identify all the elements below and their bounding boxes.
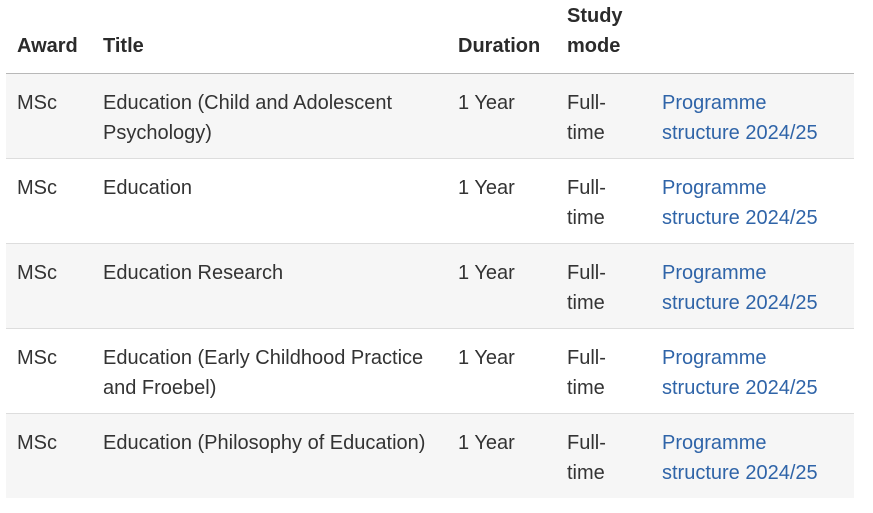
cell-duration: 1 Year <box>458 431 515 454</box>
study-mode-text: Full-time <box>567 346 606 399</box>
study-mode-text: Full-time <box>567 431 606 484</box>
header-link <box>651 0 854 74</box>
table-row: MSc Education (Philosophy of Education) … <box>6 413 854 498</box>
programmes-table: Award Title Duration Study mode MSc Educ… <box>6 0 854 498</box>
cell-study-mode: Full-time <box>556 328 651 414</box>
cell-title: Education Research <box>92 243 447 329</box>
table-row: MSc Education Research 1 Year Full-time … <box>6 243 854 329</box>
header-row: Award Title Duration Study mode <box>6 0 854 74</box>
study-mode-text: Full-time <box>567 176 606 229</box>
cell-duration: 1 Year <box>447 73 556 159</box>
programme-structure-link[interactable]: Programme structure 2024/25 <box>662 431 818 484</box>
cell-title: Education (Child and Adolescent Psycholo… <box>92 73 447 159</box>
cell-study-mode: Full-time <box>556 73 651 159</box>
table-header: Award Title Duration Study mode <box>6 0 854 74</box>
table-row: MSc Education 1 Year Full-time Programme… <box>6 158 854 244</box>
cell-study-mode: Full-time <box>556 158 651 244</box>
header-award: Award <box>6 0 92 74</box>
header-title: Title <box>92 0 447 74</box>
table-row: MSc Education (Early Childhood Practice … <box>6 328 854 414</box>
programme-structure-link[interactable]: Programme structure 2024/25 <box>662 176 818 229</box>
programme-structure-link[interactable]: Programme structure 2024/25 <box>662 346 818 399</box>
study-mode-text: Full-time <box>567 91 606 144</box>
cell-link: Programme structure 2024/25 <box>651 328 854 414</box>
cell-study-mode: Full-time <box>556 243 651 329</box>
header-study-mode: Study mode <box>556 0 651 74</box>
programmes-table-container: Award Title Duration Study mode MSc Educ… <box>6 0 854 498</box>
cell-title: Education <box>92 158 447 244</box>
cell-award: MSc <box>6 158 92 244</box>
cell-link: Programme structure 2024/25 <box>651 413 854 498</box>
cell-link: Programme structure 2024/25 <box>651 73 854 159</box>
cell-duration: 1 Year <box>447 328 556 414</box>
cell-award: MSc <box>6 243 92 329</box>
cell-link: Programme structure 2024/25 <box>651 243 854 329</box>
programme-structure-link[interactable]: Programme structure 2024/25 <box>662 91 818 144</box>
cell-duration: 1 Year <box>447 243 556 329</box>
cell-duration: 1 Year <box>447 158 556 244</box>
cell-award: MSc <box>6 73 92 159</box>
study-mode-text: Full-time <box>567 261 606 314</box>
cell-link: Programme structure 2024/25 <box>651 158 854 244</box>
cell-title: Education (Philosophy of Education) <box>103 431 426 454</box>
cell-award: MSc <box>6 328 92 414</box>
cell-title: Education (Early Childhood Practice and … <box>92 328 447 414</box>
header-duration: Duration <box>447 0 556 74</box>
cell-award: MSc <box>17 431 57 454</box>
table-body: MSc Education (Child and Adolescent Psyc… <box>6 73 854 498</box>
header-study-mode-label: Study mode <box>567 4 623 57</box>
cell-study-mode: Full-time <box>556 413 651 498</box>
table-row: MSc Education (Child and Adolescent Psyc… <box>6 73 854 159</box>
programme-structure-link[interactable]: Programme structure 2024/25 <box>662 261 818 314</box>
